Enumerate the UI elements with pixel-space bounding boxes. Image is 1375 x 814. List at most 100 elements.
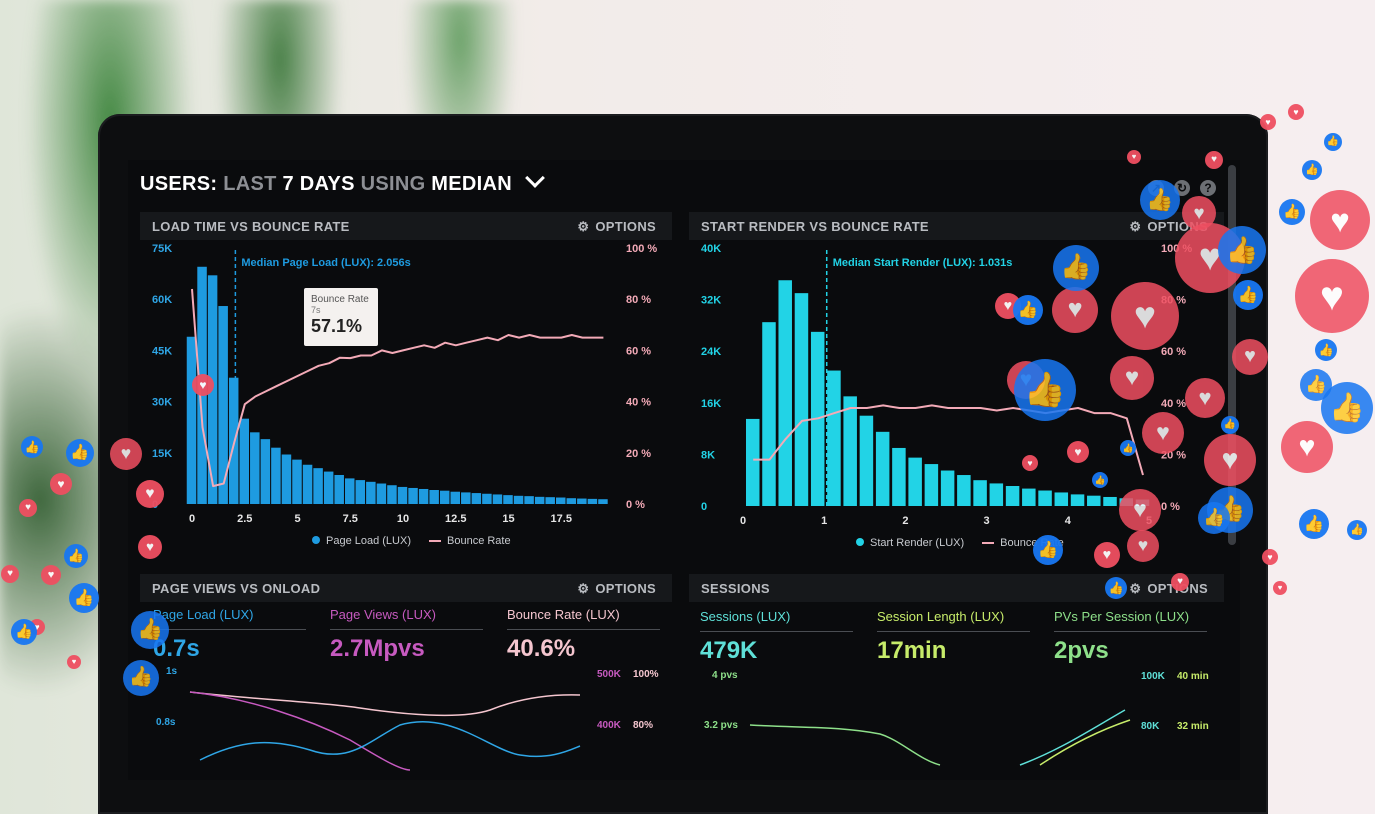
chart-bar: [355, 480, 366, 504]
like-reaction-icon: 👍: [1105, 577, 1127, 599]
panel-title: PAGE VIEWS VS ONLOAD: [152, 581, 321, 596]
chart-bar: [313, 468, 323, 504]
chart-bar: [450, 491, 460, 504]
y2-axis-tick: 60 %: [626, 345, 651, 357]
kpi-value: 2.7Mpvs: [330, 635, 425, 662]
options-button[interactable]: ⚙OPTIONS: [577, 581, 656, 596]
panel-load-time-header: LOAD TIME VS BOUNCE RATE ⚙ OPTIONS: [140, 212, 672, 240]
like-reaction-icon: 👍: [64, 544, 88, 568]
bounce-trend-line: [189, 691, 581, 717]
chart-bar: [892, 447, 906, 506]
chart-bar: [218, 306, 228, 504]
gear-icon: ⚙: [1129, 581, 1142, 596]
chart-bar: [387, 485, 397, 504]
options-button[interactable]: ⚙OPTIONS: [1129, 581, 1208, 597]
help-icon[interactable]: ?: [1200, 180, 1216, 196]
x-axis-tick: 5: [294, 513, 300, 525]
chart-bar: [471, 493, 482, 504]
title-median: MEDIAN: [431, 173, 512, 195]
legend-item-page-load[interactable]: Page Load (LUX): [312, 535, 411, 547]
like-reaction-icon: 👍: [1233, 280, 1263, 310]
axis-tick: 80%: [633, 720, 654, 731]
like-reaction-icon: 👍: [1218, 226, 1266, 274]
kpi-label: PVs Per Session (LUX): [1054, 609, 1190, 624]
options-button[interactable]: ⚙OPTIONS: [577, 219, 656, 234]
heart-reaction-icon: ♥: [1127, 150, 1141, 164]
axis-tick: 1s: [166, 666, 178, 677]
y2-axis-tick: 80 %: [626, 294, 651, 306]
axis-tick: 32 min: [1177, 721, 1209, 732]
chart-bar: [429, 490, 439, 504]
kpi-value: 2pvs: [1054, 637, 1109, 664]
legend: Page Load (LUX) Bounce Rate: [312, 535, 511, 547]
like-reaction-icon: 👍: [1198, 502, 1230, 534]
heart-reaction-icon: ♥: [50, 473, 72, 495]
kpi-value: 17min: [877, 637, 947, 664]
like-reaction-icon: 👍: [1014, 359, 1076, 421]
panel-start-render-header: START RENDER VS BOUNCE RATE ⚙ OPTIONS: [689, 212, 1224, 240]
chart-bar: [1103, 496, 1117, 506]
heart-reaction-icon: ♥: [1205, 151, 1223, 169]
chart-bar: [924, 464, 939, 506]
like-reaction-icon: 👍: [131, 611, 169, 649]
kpi-label: Bounce Rate (LUX): [507, 607, 620, 622]
x-axis-tick: 3: [984, 515, 990, 527]
chart-bar: [545, 497, 555, 504]
heart-reaction-icon: ♥: [1288, 104, 1304, 120]
heart-reaction-icon: ♥: [1127, 530, 1159, 562]
kpi-label: Page Views (LUX): [330, 607, 436, 622]
chart-bar: [598, 499, 608, 504]
chart-bar: [794, 293, 809, 506]
like-reaction-icon: 👍: [1324, 133, 1342, 151]
chart-bar: [1038, 490, 1052, 506]
chart-bar: [186, 336, 197, 504]
heart-reaction-icon: ♥: [1119, 489, 1161, 531]
page-load-trend-line: [199, 720, 581, 761]
legend-item-bounce-rate[interactable]: Bounce Rate: [429, 535, 511, 547]
x-axis-tick: 15: [502, 513, 514, 525]
kpi-label: Sessions (LUX): [700, 609, 791, 624]
chart-bar: [292, 459, 302, 504]
chart-bar: [745, 418, 760, 506]
like-reaction-icon: 👍: [21, 436, 43, 458]
chart-bar: [408, 487, 418, 504]
heart-reaction-icon: ♥: [1142, 412, 1184, 454]
like-reaction-icon: 👍: [1299, 509, 1329, 539]
median-label: Median Page Load (LUX): 2.056s: [241, 257, 410, 269]
y-axis-tick: 15K: [152, 448, 172, 460]
chart-bar: [260, 439, 271, 504]
y-axis-tick: 40K: [701, 243, 721, 255]
page-title[interactable]: USERS: LAST 7 DAYS USING MEDIAN: [140, 168, 545, 196]
kpi-divider: [507, 629, 660, 630]
load-time-chart: 75K 60K 45K 30K 15K 0 100 % 80 % 60 % 40 % 20 % 0 %…: [152, 243, 657, 525]
chart-bar: [334, 474, 344, 504]
y-axis-tick: 30K: [152, 397, 172, 409]
chart-bar: [376, 483, 387, 504]
y-axis-tick: 32K: [701, 295, 721, 307]
bounce-rate-line: [191, 288, 604, 488]
chart-bar: [587, 498, 598, 504]
chart-bar: [492, 494, 503, 504]
page-views-trend-chart: [189, 691, 581, 771]
y2-axis-tick: 0 %: [626, 499, 645, 511]
chart-bar: [397, 486, 408, 504]
chart-bar: [482, 493, 492, 504]
chart-bar: [859, 415, 874, 506]
chart-bar: [534, 496, 545, 504]
chart-bar: [239, 418, 249, 504]
kpi-label: Page Load (LUX): [153, 607, 254, 622]
chart-bar: [503, 495, 513, 504]
heart-reaction-icon: ♥: [19, 499, 37, 517]
axis-tick: 80K: [1141, 721, 1160, 732]
chart-bar: [875, 431, 890, 506]
chart-tooltip: Bounce Rate 7s 57.1%: [304, 288, 378, 346]
heart-reaction-icon: ♥: [1232, 339, 1268, 375]
heart-reaction-icon: ♥: [192, 374, 214, 396]
y-axis-tick: 75K: [152, 243, 172, 255]
heart-reaction-icon: ♥: [1067, 441, 1089, 463]
legend-item-start-render[interactable]: Start Render (LUX): [856, 537, 964, 549]
chart-bar: [418, 488, 429, 504]
axis-tick: 4 pvs: [712, 670, 738, 681]
like-reaction-icon: 👍: [66, 439, 94, 467]
